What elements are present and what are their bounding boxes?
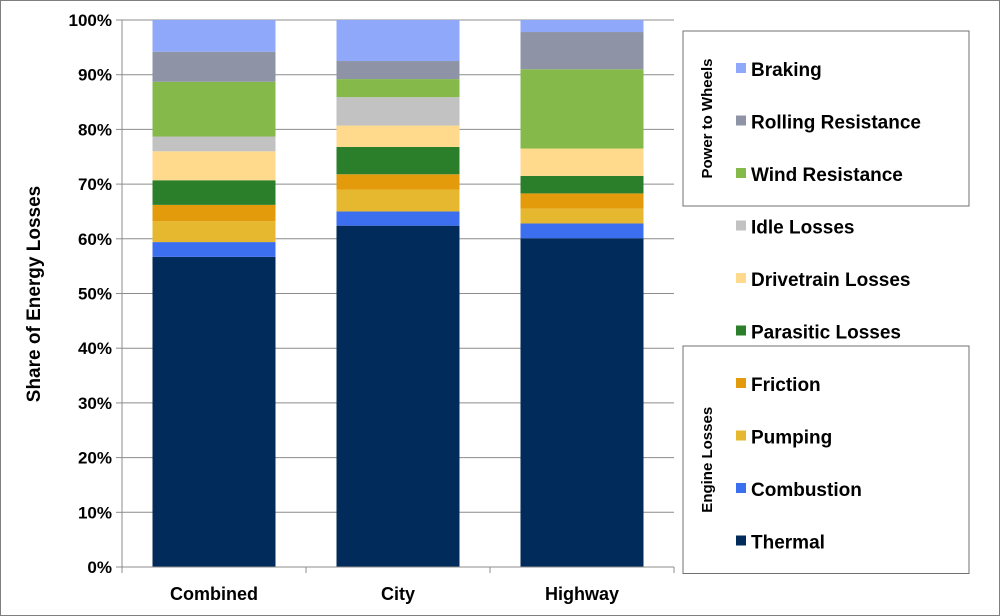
x-categories: Combined City Highway: [170, 584, 619, 604]
bar-city-pumping: [336, 189, 460, 212]
legend-label-braking: Braking: [751, 60, 822, 81]
legend-label-combustion: Combustion: [751, 480, 862, 501]
legend-label-thermal: Thermal: [751, 533, 825, 554]
legend-swatch-parasitic-losses: [736, 325, 746, 336]
bar-combined-thermal: [152, 256, 276, 567]
x-category-label: Combined: [170, 584, 258, 604]
y-tick-label: 0%: [87, 558, 112, 577]
bar-city-braking: [336, 20, 460, 62]
legend-swatch-drivetrain-losses: [736, 273, 746, 283]
bar-combined-combustion: [152, 242, 276, 257]
x-category-label: Highway: [545, 584, 619, 604]
bar-city-wind-resistance: [336, 79, 460, 98]
bar-highway-rolling-resistance: [520, 32, 644, 70]
legend-swatch-thermal: [736, 535, 746, 546]
bar-combined-friction: [152, 204, 276, 222]
bar-city-friction: [336, 174, 460, 190]
legend-swatch-wind-resistance: [736, 168, 746, 178]
y-axis-label: Share of Energy Losses: [24, 186, 45, 402]
bar-highway-braking: [520, 20, 644, 33]
bar-highway-pumping: [520, 208, 644, 224]
legend-group-label-power-to-wheels: Power to Wheels: [699, 58, 716, 178]
y-tick-label: 20%: [78, 449, 112, 468]
y-tick-label: 90%: [78, 66, 112, 85]
legend-label-pumping: Pumping: [751, 428, 832, 449]
bar-highway-combustion: [520, 223, 644, 239]
bar-city-thermal: [336, 225, 460, 567]
legend-group-label-engine-losses: Engine Losses: [699, 407, 716, 513]
bar-combined-wind-resistance: [152, 81, 276, 137]
bar-combined-parasitic-losses: [152, 180, 276, 205]
legend-label-drivetrain-losses: Drivetrain Losses: [751, 270, 910, 291]
bar-highway-friction: [520, 193, 644, 209]
legend-group-box-engine-losses: [682, 345, 970, 574]
bars: [152, 20, 644, 568]
y-tick-label: 70%: [78, 175, 112, 194]
bar-city-combustion: [336, 211, 460, 226]
y-tick-label: 50%: [78, 285, 112, 304]
legend-swatch-friction: [736, 378, 746, 388]
bar-combined-drivetrain-losses: [152, 151, 276, 181]
legend-group-box-power-to-wheels: [682, 30, 970, 207]
legend-label-wind-resistance: Wind Resistance: [751, 165, 903, 186]
bar-highway-thermal: [520, 238, 644, 568]
bar-city-parasitic-losses: [336, 146, 460, 175]
legend: Braking Rolling Resistance Wind Resistance…: [682, 30, 970, 574]
legend-label-idle-losses: Idle Losses: [751, 218, 855, 239]
bar-highway-drivetrain-losses: [520, 148, 644, 176]
legend-label-parasitic-losses: Parasitic Losses: [751, 323, 901, 344]
bar-combined-rolling-resistance: [152, 51, 276, 82]
y-ticks: 0% 10% 20% 30% 40% 50% 60% 70% 80% 90% 100%: [69, 11, 122, 577]
y-tick-label: 10%: [78, 503, 112, 522]
legend-swatch-pumping: [736, 430, 746, 441]
legend-swatch-braking: [736, 63, 746, 73]
bar-city-drivetrain-losses: [336, 125, 460, 147]
legend-swatch-idle-losses: [736, 220, 746, 231]
y-tick-label: 30%: [78, 394, 112, 413]
bar-highway-parasitic-losses: [520, 175, 644, 194]
y-tick-label: 80%: [78, 120, 112, 139]
y-tick-label: 100%: [69, 11, 112, 30]
legend-label-friction: Friction: [751, 375, 821, 396]
y-tick-label: 60%: [78, 230, 112, 249]
bar-combined-braking: [152, 20, 276, 52]
y-tick-label: 40%: [78, 339, 112, 358]
x-category-label: City: [381, 584, 415, 604]
bar-combined-idle-losses: [152, 136, 276, 152]
legend-swatch-combustion: [736, 483, 746, 493]
bar-combined-pumping: [152, 221, 276, 243]
bar-highway-wind-resistance: [520, 69, 644, 149]
legend-label-rolling-resistance: Rolling Resistance: [751, 113, 921, 134]
bar-city-idle-losses: [336, 97, 460, 126]
bar-city-rolling-resistance: [336, 61, 460, 80]
legend-swatch-rolling-resistance: [736, 115, 746, 126]
